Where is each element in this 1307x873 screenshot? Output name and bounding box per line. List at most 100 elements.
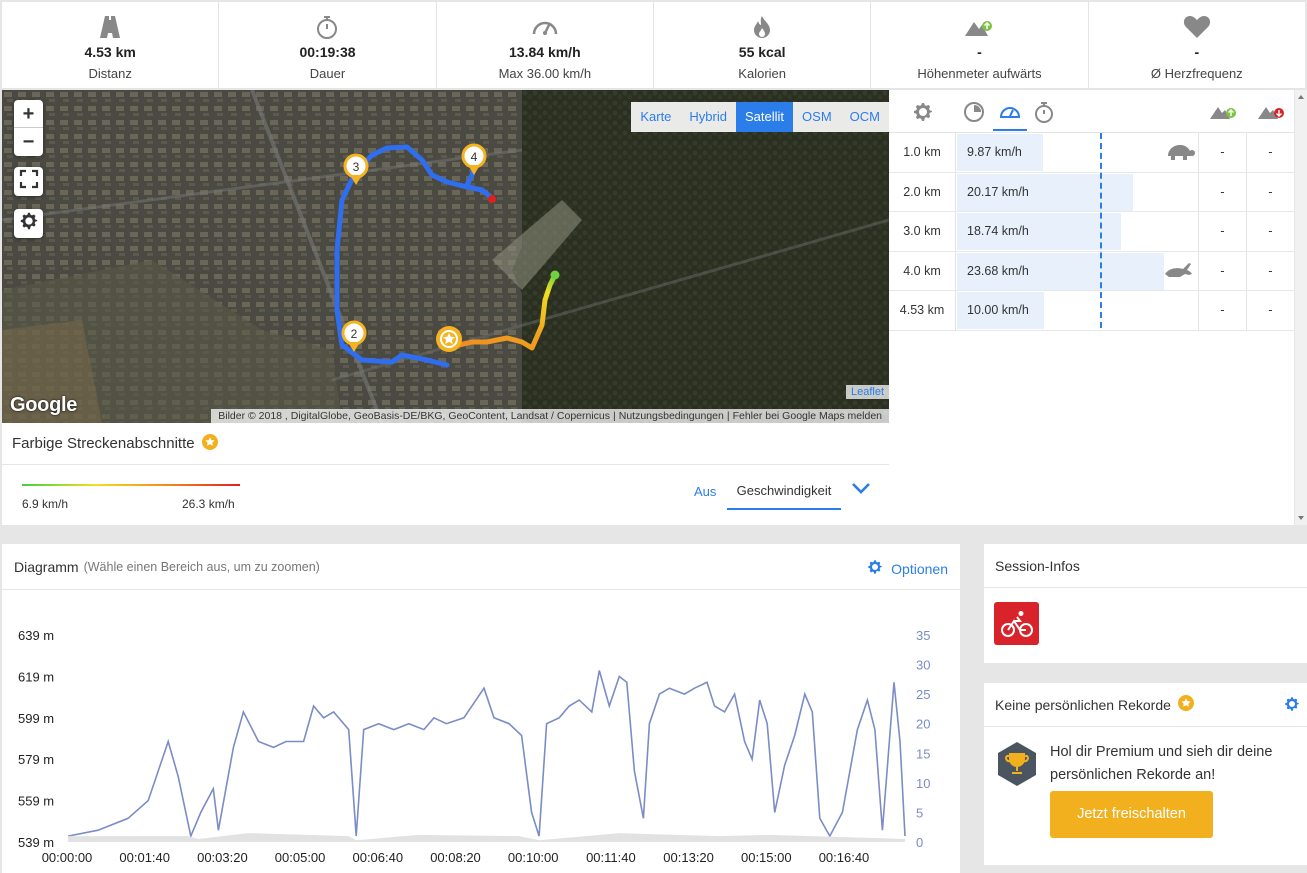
y-right-tick: 15 [916, 746, 930, 761]
time-tab-stopwatch-icon[interactable] [1033, 100, 1055, 129]
colored-sections-off-button[interactable]: Aus [694, 484, 717, 499]
zoom-out-button[interactable]: − [22, 131, 35, 153]
table-settings-gear-icon[interactable] [911, 100, 935, 129]
leaflet-link[interactable]: Leaflet [845, 385, 889, 399]
split-descent: - [1246, 133, 1294, 172]
split-distance: 3.0 km [889, 212, 956, 251]
y-left-tick: 599 m [18, 711, 54, 726]
split-distance: 4.53 km [889, 291, 956, 330]
x-tick: 00:06:40 [352, 850, 403, 865]
fullscreen-button[interactable] [14, 167, 43, 196]
premium-promo-text: Hol dir Premium und sieh dir deine persö… [1050, 741, 1272, 787]
stat-label: Max 36.00 km/h [498, 66, 592, 81]
marker-label: 3 [353, 160, 360, 174]
diagram-header: Diagramm (Wähle einen Bereich aus, um zu… [2, 544, 960, 590]
session-info-title: Session-Infos [995, 557, 1080, 574]
splits-rows: 1.0 km 9.87 km/h - -2.0 km 20.17 km/h - -3.0 k… [889, 133, 1294, 331]
layer-satellit[interactable]: Satellit [736, 102, 794, 132]
page-scrollbar[interactable] [1295, 90, 1307, 525]
y-right-tick: 5 [916, 805, 923, 820]
speed-line [67, 670, 906, 839]
road-icon [2, 14, 218, 40]
split-ascent: - [1198, 212, 1246, 251]
trophy-icon [996, 741, 1038, 792]
records-settings-gear-icon[interactable] [1283, 695, 1301, 718]
premium-star-icon [1177, 695, 1194, 714]
x-tick: 00:03:20 [197, 850, 248, 865]
split-speed-bar [957, 134, 1043, 171]
chevron-down-icon[interactable] [850, 481, 872, 500]
session-info-panel: Session-Infos [984, 544, 1307, 663]
stat-label: Distanz [88, 66, 132, 81]
stopwatch-icon [219, 14, 435, 40]
pace-pie-icon[interactable] [963, 101, 985, 128]
stat-value: - [1194, 44, 1200, 60]
promo-line-1: Hol dir Premium und sieh dir deine [1050, 744, 1273, 760]
y-right-tick: 20 [916, 717, 930, 732]
layer-ocm[interactable]: OCM [849, 109, 880, 124]
stat-label: Höhenmeter aufwärts [917, 66, 1042, 81]
table-row: 4.0 km 23.68 km/h - - [889, 251, 1294, 291]
elevation-speed-chart[interactable]: 639 m 619 m 599 m 579 m 559 m 539 m 35 30 25 20 15… [2, 591, 960, 873]
split-speed: 18.74 km/h [967, 224, 1029, 238]
map-marker-3[interactable]: 3 [343, 153, 369, 185]
mountain-up-icon [871, 14, 1087, 40]
imagery-credit: Bilder © 2018 , DigitalGlobe, GeoBasis-D… [218, 410, 611, 422]
y-right-tick: 10 [916, 776, 930, 791]
map-settings-button[interactable] [14, 209, 43, 238]
colored-sections-title: Farbige Streckenabschnitte [12, 435, 195, 452]
unlock-premium-button[interactable]: Jetzt freischalten [1050, 791, 1213, 838]
x-tick: 00:16:40 [819, 850, 870, 865]
speed-gradient-legend [22, 484, 240, 486]
start-marker-icon[interactable] [436, 326, 462, 352]
split-distance: 2.0 km [889, 172, 956, 211]
stat-label: Kalorien [738, 66, 786, 81]
elevation-area [68, 833, 905, 842]
gradient-min-label: 6.9 km/h [22, 497, 69, 511]
stat-heart-rate: - Ø Herzfrequenz [1089, 2, 1305, 88]
zoom-control: + − [14, 100, 43, 156]
zoom-in-button[interactable]: + [14, 100, 43, 128]
descent-column-icon [1257, 101, 1285, 126]
speed-tab-speedometer-icon[interactable] [993, 98, 1027, 131]
y-left-tick: 579 m [18, 752, 54, 767]
map-marker-4[interactable]: 4 [461, 143, 487, 175]
layer-osm[interactable]: OSM [802, 109, 832, 124]
diagram-options-button[interactable]: Optionen [866, 558, 948, 579]
map-marker-2[interactable]: 2 [341, 300, 367, 352]
stat-elevation-up: - Höhenmeter aufwärts [871, 2, 1089, 88]
x-tick: 00:00:00 [42, 850, 93, 865]
x-tick: 00:11:40 [586, 850, 636, 865]
split-speed: 23.68 km/h [967, 263, 1029, 278]
layer-karte[interactable]: Karte [640, 109, 672, 124]
route-map[interactable]: 2 3 4 + − Karte Hybri [2, 90, 889, 423]
split-distance: 4.0 km [889, 251, 956, 290]
map-layer-switcher: Karte Hybrid Satellit OSM OCM [631, 102, 889, 132]
turtle-icon [1165, 143, 1195, 164]
terms-link[interactable]: Nutzungsbedingungen [618, 410, 724, 422]
stat-duration: 00:19:38 Dauer [219, 2, 437, 88]
split-ascent: - [1198, 133, 1246, 172]
y-right-tick: 30 [916, 658, 930, 673]
y-right-tick: 25 [916, 687, 930, 702]
diagram-hint: (Wähle einen Bereich aus, um zu zoomen) [83, 559, 320, 574]
split-speed: 20.17 km/h [967, 184, 1029, 199]
x-tick: 00:10:00 [508, 850, 559, 865]
table-row: 2.0 km 20.17 km/h - - [889, 172, 1294, 212]
table-row: 1.0 km 9.87 km/h - - [889, 133, 1294, 173]
report-error-link[interactable]: Fehler bei Google Maps melden [732, 410, 882, 422]
colored-sections-mode-tab[interactable]: Geschwindigkeit [727, 475, 841, 510]
stat-calories: 55 kcal Kalorien [654, 2, 872, 88]
options-label: Optionen [891, 560, 948, 577]
split-ascent: - [1198, 251, 1246, 290]
average-speed-line [1100, 133, 1102, 328]
layer-hybrid[interactable]: Hybrid [689, 109, 727, 124]
split-speed-bar [957, 292, 1044, 329]
split-speed: 10.00 km/h [967, 303, 1029, 317]
ascent-column-icon [1209, 101, 1237, 126]
session-info-header: Session-Infos [984, 544, 1307, 588]
gear-icon [866, 558, 884, 579]
split-ascent: - [1198, 291, 1246, 330]
stat-distance: 4.53 km Distanz [2, 2, 220, 88]
records-panel: Keine persönlichen Rekorde Hol dir Premi… [984, 683, 1307, 865]
